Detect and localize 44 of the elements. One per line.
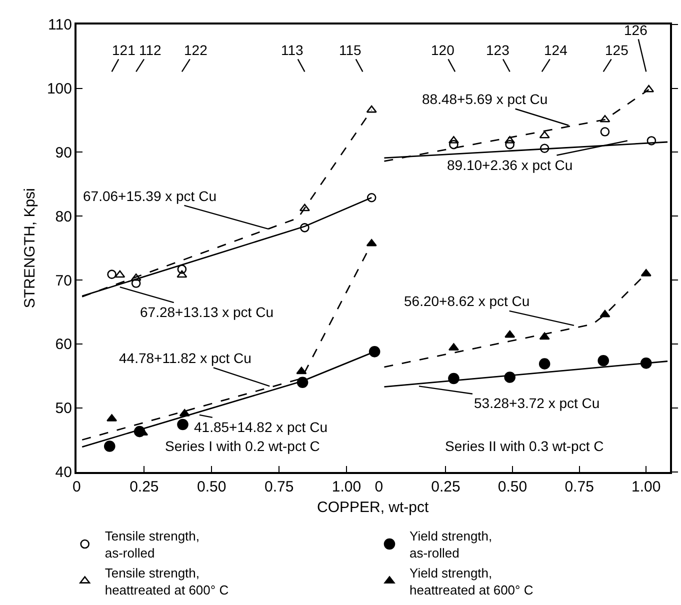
annotation: 56.20+8.62 x pct Cu	[404, 293, 530, 309]
annotation: Series II with 0.3 wt-pct C	[445, 438, 604, 454]
annotation: Series I with 0.2 wt-pct C	[165, 438, 320, 454]
legend-label: Tensile strength, heattreated at 600° C	[104, 565, 229, 598]
y-tick-label: 50	[55, 400, 72, 418]
y-tick-label: 70	[55, 272, 72, 290]
x-tick-label: 0.75	[564, 478, 594, 496]
x-tick-label: 0.50	[197, 478, 226, 496]
x-tick-label: 0.25	[431, 478, 460, 496]
annotation: 124	[544, 42, 568, 58]
annotation: 89.10+2.36 x pct Cu	[447, 157, 573, 173]
y-axis-title: STRENGTH, Kpsi	[22, 188, 39, 308]
y-tick-label: 40	[55, 464, 72, 482]
x-tick-label: 0	[72, 478, 81, 496]
y-tick-label: 80	[55, 208, 72, 226]
x-tick-label: 0.75	[264, 478, 294, 496]
annotation: 88.48+5.69 x pct Cu	[422, 91, 548, 107]
annotation: 122	[184, 42, 208, 58]
annotation: 126	[624, 22, 648, 38]
x-tick-label: 0.25	[130, 478, 159, 496]
legend-label: Tensile strength, as-rolled	[104, 528, 200, 561]
annotation: 112	[139, 42, 162, 58]
annotation: 121	[112, 42, 136, 58]
y-tick-label: 110	[48, 16, 72, 34]
legend-label: Yield strength, as-rolled	[410, 528, 492, 561]
annotation: 41.85+14.82 x pct Cu	[194, 419, 328, 435]
annotation: 120	[431, 42, 455, 58]
annotation: 44.78+11.82 x pct Cu	[119, 350, 252, 366]
y-tick-label: 90	[55, 144, 72, 162]
annotation: 67.06+15.39 x pct Cu	[83, 188, 216, 204]
y-tick-label: 60	[55, 336, 72, 354]
x-tick-label: 1.00	[332, 478, 362, 496]
annotation: 53.28+3.72 x pct Cu	[474, 395, 600, 411]
x-axis-title: COPPER, wt-pct	[317, 499, 430, 516]
annotation: 123	[486, 42, 510, 58]
annotation: 125	[605, 42, 629, 58]
y-tick-label: 100	[46, 80, 72, 98]
x-tick-label: 1.00	[632, 478, 661, 496]
annotation: 115	[339, 42, 362, 58]
legend-label: Yield strength, heattreated at 600° C	[410, 565, 534, 598]
x-tick-label: 0.50	[498, 478, 528, 496]
annotation: 67.28+13.13 x pct Cu	[140, 304, 274, 320]
x-tick-label: 0	[374, 478, 384, 496]
annotation: 113	[281, 42, 304, 58]
